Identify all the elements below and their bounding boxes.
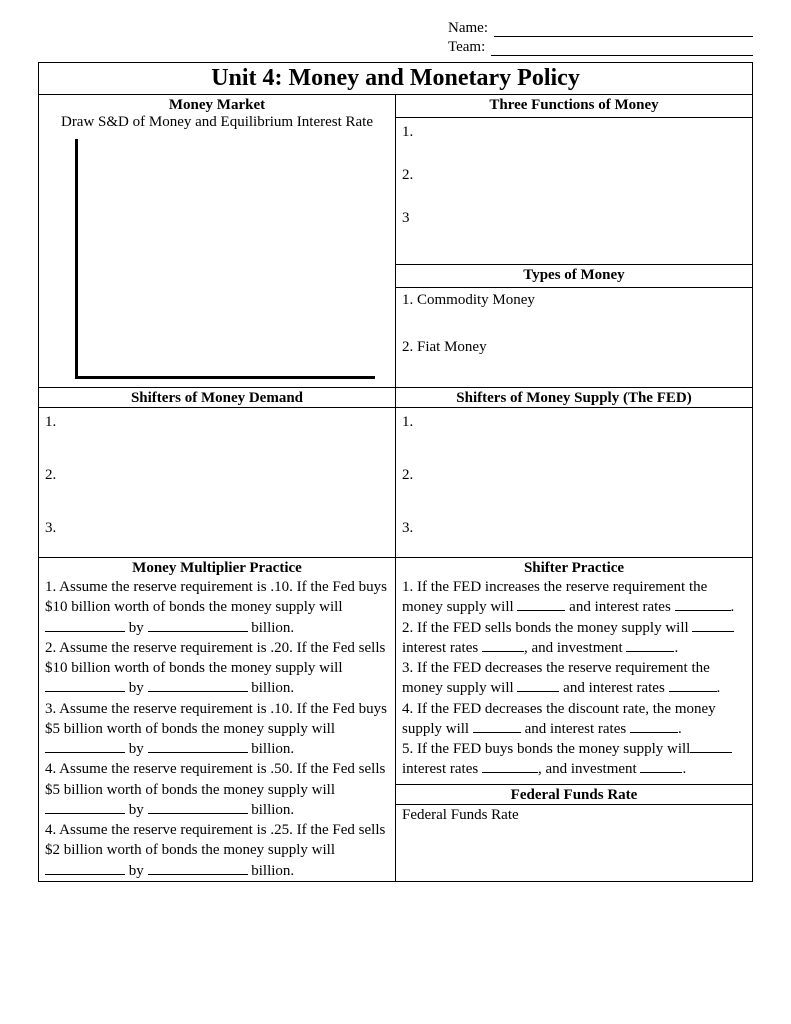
- name-blank[interactable]: [494, 23, 753, 37]
- mq3a: 3. Assume the reserve requirement is .10…: [45, 701, 387, 737]
- sq5b: interest rates: [402, 761, 482, 777]
- sq4-blank1[interactable]: [473, 721, 521, 733]
- sq5-blank2[interactable]: [482, 761, 538, 773]
- sq4b: and interest rates: [521, 721, 630, 737]
- team-blank[interactable]: [491, 42, 753, 56]
- ffr-body-cell[interactable]: Federal Funds Rate: [396, 805, 753, 881]
- shifter-practice-body[interactable]: 1. If the FED increases the reserve requ…: [402, 577, 746, 780]
- shifters-supply-heading-cell: Shifters of Money Supply (The FED): [396, 388, 753, 408]
- sq2-blank3[interactable]: [626, 640, 674, 652]
- three-functions-heading-cell: Three Functions of Money: [396, 95, 753, 118]
- type-2: 2. Fiat Money: [402, 339, 746, 356]
- x-axis: [75, 376, 375, 379]
- sq3c: .: [717, 680, 721, 696]
- mq3b: by: [125, 741, 148, 757]
- function-1: 1.: [402, 124, 746, 141]
- mq5-blank1[interactable]: [45, 863, 125, 875]
- mq4-blank2[interactable]: [148, 802, 248, 814]
- sq2c: , and investment: [524, 640, 626, 656]
- mq5a: 4. Assume the reserve requirement is .25…: [45, 822, 385, 858]
- money-market-instruction: Draw S&D of Money and Equilibrium Intere…: [45, 114, 389, 131]
- types-heading-cell: Types of Money: [396, 265, 753, 288]
- function-3: 3: [402, 210, 746, 227]
- sq2b: interest rates: [402, 640, 482, 656]
- mq3-blank2[interactable]: [148, 741, 248, 753]
- mq1-blank1[interactable]: [45, 620, 125, 632]
- sq5-blank3[interactable]: [640, 761, 682, 773]
- shifters-demand-heading: Shifters of Money Demand: [45, 390, 389, 407]
- sq2a: 2. If the FED sells bonds the money supp…: [402, 620, 692, 636]
- sq5d: .: [682, 761, 686, 777]
- mq2c: billion.: [248, 680, 295, 696]
- sq5c: , and investment: [538, 761, 640, 777]
- function-2: 2.: [402, 167, 746, 184]
- mq1c: billion.: [248, 620, 295, 636]
- ffr-body: Federal Funds Rate: [402, 807, 746, 877]
- sq1-blank2[interactable]: [675, 599, 731, 611]
- ffr-heading-cell: Federal Funds Rate: [396, 784, 753, 804]
- sq2d: .: [674, 640, 678, 656]
- money-market-heading: Money Market: [45, 97, 389, 114]
- demand-shifter-3: 3.: [45, 520, 389, 537]
- mq2b: by: [125, 680, 148, 696]
- multiplier-heading: Money Multiplier Practice: [45, 560, 389, 577]
- multiplier-cell: Money Multiplier Practice 1. Assume the …: [39, 558, 396, 882]
- mq2a: 2. Assume the reserve requirement is .20…: [45, 640, 385, 676]
- mq1-blank2[interactable]: [148, 620, 248, 632]
- team-label: Team:: [448, 39, 489, 56]
- name-label: Name:: [448, 20, 492, 37]
- shifter-practice-heading: Shifter Practice: [402, 560, 746, 577]
- sq3-blank1[interactable]: [517, 680, 559, 692]
- sq5a: 5. If the FED buys bonds the money suppl…: [402, 741, 690, 757]
- shifters-demand-body[interactable]: 1. 2. 3.: [39, 408, 396, 558]
- type-1: 1. Commodity Money: [402, 292, 746, 309]
- three-functions-body[interactable]: 1. 2. 3: [396, 117, 753, 264]
- team-line: Team:: [448, 39, 753, 56]
- shifter-practice-cell: Shifter Practice 1. If the FED increases…: [396, 558, 753, 785]
- sq4c: .: [678, 721, 682, 737]
- demand-shifter-1: 1.: [45, 414, 389, 431]
- mq4b: by: [125, 802, 148, 818]
- sq3-blank2[interactable]: [669, 680, 717, 692]
- mq5c: billion.: [248, 863, 295, 879]
- name-line: Name:: [448, 20, 753, 37]
- mq4-blank1[interactable]: [45, 802, 125, 814]
- mq4a: 4. Assume the reserve requirement is .50…: [45, 761, 385, 797]
- page-title: Unit 4: Money and Monetary Policy: [39, 63, 753, 95]
- worksheet-table: Unit 4: Money and Monetary Policy Money …: [38, 62, 753, 882]
- y-axis: [75, 139, 78, 379]
- mq5-blank2[interactable]: [148, 863, 248, 875]
- supply-shifter-2: 2.: [402, 467, 746, 484]
- sq2-blank1[interactable]: [692, 620, 734, 632]
- mq2-blank2[interactable]: [148, 680, 248, 692]
- mq5b: by: [125, 863, 148, 879]
- sq3b: and interest rates: [559, 680, 668, 696]
- graph-axes[interactable]: [75, 139, 375, 379]
- mq1b: by: [125, 620, 148, 636]
- header-fields: Name: Team:: [448, 20, 753, 56]
- shifters-demand-heading-cell: Shifters of Money Demand: [39, 388, 396, 408]
- ffr-heading: Federal Funds Rate: [402, 787, 746, 804]
- money-market-cell: Money Market Draw S&D of Money and Equil…: [39, 95, 396, 388]
- types-body[interactable]: 1. Commodity Money 2. Fiat Money: [396, 288, 753, 388]
- demand-shifter-2: 2.: [45, 467, 389, 484]
- types-heading: Types of Money: [402, 267, 746, 284]
- sq2-blank2[interactable]: [482, 640, 524, 652]
- mq2-blank1[interactable]: [45, 680, 125, 692]
- three-functions-heading: Three Functions of Money: [402, 97, 746, 114]
- mq3c: billion.: [248, 741, 295, 757]
- supply-shifter-3: 3.: [402, 520, 746, 537]
- sq1c: .: [731, 599, 735, 615]
- mq4c: billion.: [248, 802, 295, 818]
- shifters-supply-heading: Shifters of Money Supply (The FED): [402, 390, 746, 407]
- multiplier-body[interactable]: 1. Assume the reserve requirement is .10…: [45, 577, 389, 881]
- supply-shifter-1: 1.: [402, 414, 746, 431]
- sq5-blank1[interactable]: [690, 741, 732, 753]
- mq1a: 1. Assume the reserve requirement is .10…: [45, 579, 387, 615]
- shifters-supply-body[interactable]: 1. 2. 3.: [396, 408, 753, 558]
- sq1-blank1[interactable]: [517, 599, 565, 611]
- mq3-blank1[interactable]: [45, 741, 125, 753]
- sq4-blank2[interactable]: [630, 721, 678, 733]
- sq1b: and interest rates: [565, 599, 674, 615]
